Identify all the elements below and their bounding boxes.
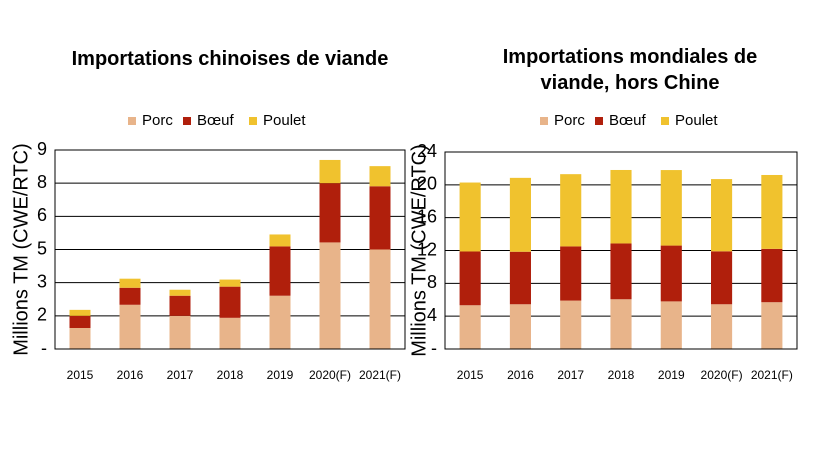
bar-segment: [319, 183, 341, 243]
plot-frame: [444, 151, 798, 350]
y-axis-label: Millions TM (CWE/RTC): [10, 143, 32, 356]
x-tick-label: 2020(F): [701, 368, 743, 382]
bar-segment: [560, 300, 582, 349]
x-tick-label: 2020(F): [309, 368, 351, 382]
chart-title: Importations chinoises de viande: [71, 48, 389, 70]
legend-label: Porc: [554, 112, 585, 129]
bar-segment: [319, 242, 341, 349]
bar-segment: [219, 286, 241, 318]
x-tick-label: 2017: [167, 368, 194, 382]
y-tick-label: 4: [427, 305, 437, 325]
y-tick-label: 5: [37, 238, 47, 258]
bar-segment: [711, 179, 733, 252]
bar-segment: [219, 279, 241, 287]
bar-segment: [560, 246, 582, 301]
legend-swatch: [249, 117, 257, 125]
bar-segment: [119, 287, 141, 305]
bar-segment: [509, 177, 531, 252]
y-tick-label: 8: [427, 272, 437, 292]
legend-label: Porc: [142, 112, 173, 129]
y-tick-label: 20: [417, 174, 437, 194]
bar-segment: [660, 301, 682, 349]
x-tick-label: 2019: [658, 368, 685, 382]
bar-segment: [610, 169, 632, 244]
bar-segment: [711, 251, 733, 305]
bar-segment: [69, 315, 91, 328]
x-tick-label: 2015: [457, 368, 484, 382]
bar-segment: [369, 249, 391, 349]
x-tick-label: 2018: [608, 368, 635, 382]
bar-segment: [319, 159, 341, 184]
bar-segment: [369, 186, 391, 250]
y-tick-label: 16: [417, 206, 437, 226]
y-tick-label: 9: [37, 139, 47, 159]
y-tick-label: -: [431, 338, 437, 358]
bar-segment: [761, 248, 783, 303]
bar-segment: [660, 245, 682, 302]
bar-segment: [459, 251, 481, 306]
y-tick-label: 6: [37, 205, 47, 225]
x-tick-label: 2019: [267, 368, 294, 382]
x-tick-label: 2015: [67, 368, 94, 382]
y-tick-label: 24: [417, 141, 437, 161]
plot-frame: [54, 149, 406, 350]
x-tick-label: 2021(F): [751, 368, 793, 382]
legend-swatch: [661, 117, 669, 125]
bar-segment: [269, 246, 291, 296]
y-tick-label: 3: [37, 271, 47, 291]
bar-segment: [761, 174, 783, 249]
legend-label: Bœuf: [609, 112, 647, 129]
bar-segment: [219, 317, 241, 349]
bar-segment: [459, 305, 481, 349]
bar-segment: [560, 174, 582, 247]
y-tick-label: 2: [37, 305, 47, 325]
x-tick-label: 2018: [217, 368, 244, 382]
x-tick-label: 2021(F): [359, 368, 401, 382]
x-tick-label: 2016: [117, 368, 144, 382]
bar-segment: [69, 309, 91, 316]
chart-title: Importations mondiales de viande, hors C…: [502, 46, 758, 94]
bar-segment: [169, 295, 191, 316]
y-tick-label: 8: [37, 172, 47, 192]
bar-segment: [711, 304, 733, 349]
legend-swatch: [128, 117, 136, 125]
legend-label: Bœuf: [197, 112, 235, 129]
bar-segment: [119, 278, 141, 288]
legend-swatch: [595, 117, 603, 125]
bar-segment: [369, 166, 391, 187]
y-axis-label: Millions TM (CWE/RTC): [408, 144, 430, 357]
bar-segment: [269, 295, 291, 349]
x-tick-label: 2016: [507, 368, 534, 382]
bar-segment: [169, 315, 191, 349]
bar-segment: [610, 299, 632, 349]
legend-label: Poulet: [263, 112, 306, 129]
y-tick-label: -: [41, 338, 47, 358]
bar-segment: [509, 251, 531, 305]
bar-segment: [69, 327, 91, 349]
x-tick-label: 2017: [557, 368, 584, 382]
bar-segment: [761, 302, 783, 349]
bar-segment: [660, 170, 682, 246]
legend-label: Poulet: [675, 112, 718, 129]
bar-segment: [269, 234, 291, 247]
bar-segment: [610, 243, 632, 300]
bar-segment: [169, 289, 191, 296]
bar-segment: [509, 304, 531, 349]
bar-segment: [459, 182, 481, 252]
legend-swatch: [540, 117, 548, 125]
y-tick-label: 12: [417, 239, 437, 259]
bar-segment: [119, 304, 141, 349]
legend-swatch: [183, 117, 191, 125]
